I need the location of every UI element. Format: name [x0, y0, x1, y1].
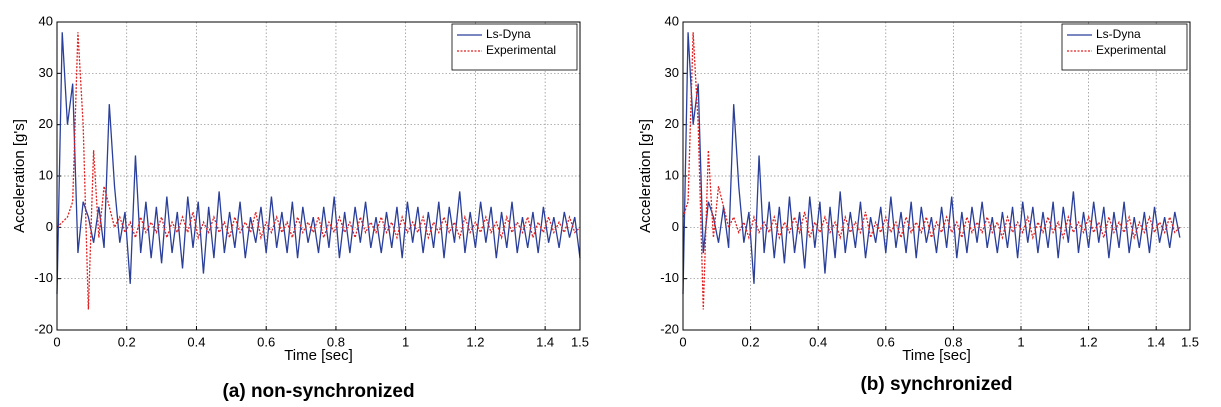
chart-panel: -20 -10 0 10 20 30 40 0 0.2 0.4 0.6 0.8 1 1.2 1.4 1.5 Ls… [637, 13, 1199, 395]
x-tick-label: 1 [1017, 334, 1024, 349]
y-tick-label: 0 [672, 219, 679, 234]
y-tick-label: 40 [665, 13, 679, 28]
x-axis-label: Time [sec] [902, 347, 971, 364]
y-axis-label: Acceleration [g's] [11, 119, 28, 233]
y-tick-label: 30 [665, 65, 679, 80]
axes-frame [56, 21, 581, 331]
x-tick-label: 1.2 [1080, 334, 1098, 349]
x-tick-label: 0 [679, 334, 686, 349]
x-tick-label: 0 [53, 334, 60, 349]
x-tick-label: 1 [402, 334, 409, 349]
y-tick-label: 30 [39, 65, 53, 80]
legend: Ls-Dyna Experimental [1061, 23, 1188, 71]
legend-label: Experimental [486, 43, 556, 57]
data-line [56, 32, 581, 310]
x-tick-label: 0.2 [742, 334, 760, 349]
axes-frame [682, 21, 1191, 331]
legend-label: Ls-Dyna [486, 27, 531, 41]
data-line [682, 32, 1181, 310]
data-line [682, 32, 1181, 295]
y-tick-label: 10 [665, 167, 679, 182]
y-tick-label: -10 [660, 270, 679, 285]
caption: (a) non-synchronized [222, 381, 414, 402]
x-tick-label: 0.4 [187, 334, 205, 349]
y-tick-label: 20 [665, 116, 679, 131]
data-line [56, 32, 581, 295]
x-tick-label: 1.5 [1181, 334, 1199, 349]
y-axis-label: Acceleration [g's] [637, 119, 654, 233]
y-tick-label: 40 [39, 13, 53, 28]
x-tick-label: 0.2 [118, 334, 136, 349]
x-tick-label: 0.8 [327, 334, 345, 349]
legend-label: Experimental [1096, 43, 1166, 57]
legend-label: Ls-Dyna [1096, 27, 1141, 41]
y-tick-label: -10 [34, 270, 53, 285]
x-tick-label: 1.4 [1147, 334, 1165, 349]
legend: Ls-Dyna Experimental [451, 23, 578, 71]
x-tick-label: 0.6 [257, 334, 275, 349]
caption: (b) synchronized [860, 374, 1012, 395]
plot-area [57, 22, 580, 330]
y-tick-label: 20 [39, 116, 53, 131]
y-tick-label: 10 [39, 167, 53, 182]
legend-box [1061, 23, 1188, 71]
y-tick-label: -20 [660, 321, 679, 336]
legend-box [451, 23, 578, 71]
x-tick-label: 0.8 [944, 334, 962, 349]
chart-panel: -20 -10 0 10 20 30 40 0 0.2 0.4 0.6 0.8 1 1.2 1.4 1.5 Ls… [11, 13, 589, 402]
x-axis-label: Time [sec] [284, 347, 353, 364]
x-tick-label: 1.2 [466, 334, 484, 349]
x-tick-label: 1.4 [536, 334, 554, 349]
y-tick-label: -20 [34, 321, 53, 336]
x-tick-label: 1.5 [571, 334, 589, 349]
y-tick-label: 0 [46, 219, 53, 234]
x-tick-label: 0.6 [877, 334, 895, 349]
x-tick-label: 0.4 [809, 334, 827, 349]
